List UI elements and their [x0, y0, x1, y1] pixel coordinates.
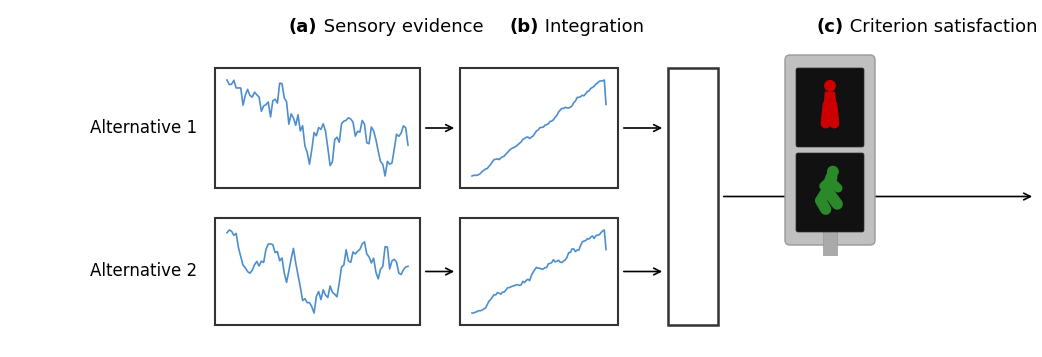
- Bar: [215, 218, 420, 325]
- Text: (c): (c): [817, 18, 844, 36]
- Text: Integration: Integration: [539, 18, 644, 36]
- Bar: [460, 218, 618, 325]
- Text: Alternative 1: Alternative 1: [90, 119, 197, 137]
- FancyBboxPatch shape: [796, 153, 864, 232]
- Bar: [823, 230, 837, 255]
- Text: (a): (a): [289, 18, 318, 36]
- Text: Alternative 2: Alternative 2: [90, 262, 197, 281]
- Bar: [460, 68, 618, 188]
- Circle shape: [825, 81, 836, 91]
- Bar: [668, 68, 718, 325]
- Text: Sensory evidence: Sensory evidence: [318, 18, 483, 36]
- Bar: [215, 68, 420, 188]
- FancyBboxPatch shape: [785, 55, 875, 245]
- Circle shape: [827, 166, 838, 177]
- FancyBboxPatch shape: [796, 68, 864, 147]
- Text: (b): (b): [510, 18, 539, 36]
- Text: Criterion satisfaction: Criterion satisfaction: [844, 18, 1038, 36]
- Polygon shape: [823, 91, 837, 105]
